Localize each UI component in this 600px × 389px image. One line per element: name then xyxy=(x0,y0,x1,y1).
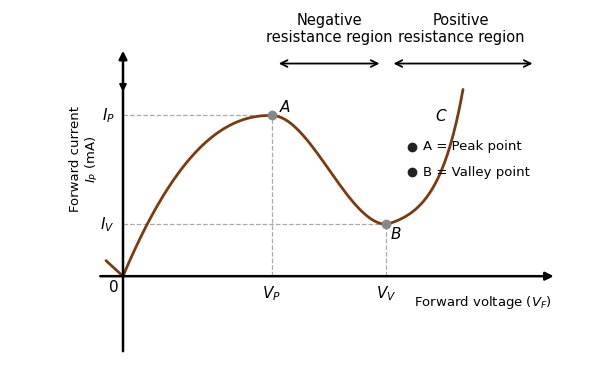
Text: Negative
resistance region: Negative resistance region xyxy=(266,13,392,46)
Text: A = Peak point: A = Peak point xyxy=(422,140,521,153)
Text: $I_V$: $I_V$ xyxy=(100,215,115,234)
Text: 0: 0 xyxy=(109,280,119,295)
Text: A: A xyxy=(280,100,290,114)
Text: Forward current
$I_P$ (mA): Forward current $I_P$ (mA) xyxy=(69,107,101,212)
Text: B: B xyxy=(391,226,401,242)
Text: B = Valley point: B = Valley point xyxy=(422,166,530,179)
Text: $V_V$: $V_V$ xyxy=(376,284,397,303)
Text: C: C xyxy=(436,109,446,124)
Text: $V_P$: $V_P$ xyxy=(262,284,281,303)
Text: Forward voltage ($V_F$): Forward voltage ($V_F$) xyxy=(415,294,552,311)
Text: $I_P$: $I_P$ xyxy=(101,106,115,125)
Text: Positive
resistance region: Positive resistance region xyxy=(398,13,524,46)
